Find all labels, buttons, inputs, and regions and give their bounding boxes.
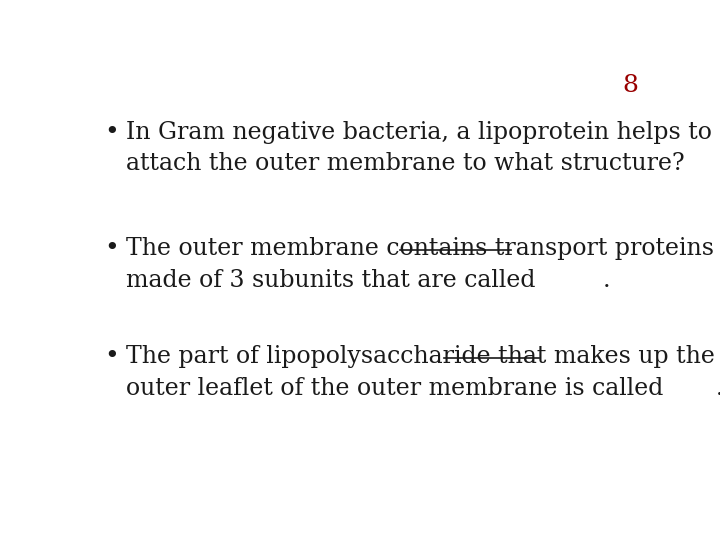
Text: attach the outer membrane to what structure?: attach the outer membrane to what struct…: [126, 152, 685, 175]
Text: The outer membrane contains transport proteins: The outer membrane contains transport pr…: [126, 238, 714, 260]
Text: 8: 8: [622, 74, 638, 97]
Text: •: •: [104, 121, 119, 144]
Text: The part of lipopolysaccharide that makes up the: The part of lipopolysaccharide that make…: [126, 346, 715, 368]
Text: outer leaflet of the outer membrane is called       .: outer leaflet of the outer membrane is c…: [126, 377, 720, 400]
Text: made of 3 subunits that are called         .: made of 3 subunits that are called .: [126, 268, 611, 292]
Text: •: •: [104, 238, 119, 260]
Text: •: •: [104, 346, 119, 368]
Text: In Gram negative bacteria, a lipoprotein helps to: In Gram negative bacteria, a lipoprotein…: [126, 121, 712, 144]
